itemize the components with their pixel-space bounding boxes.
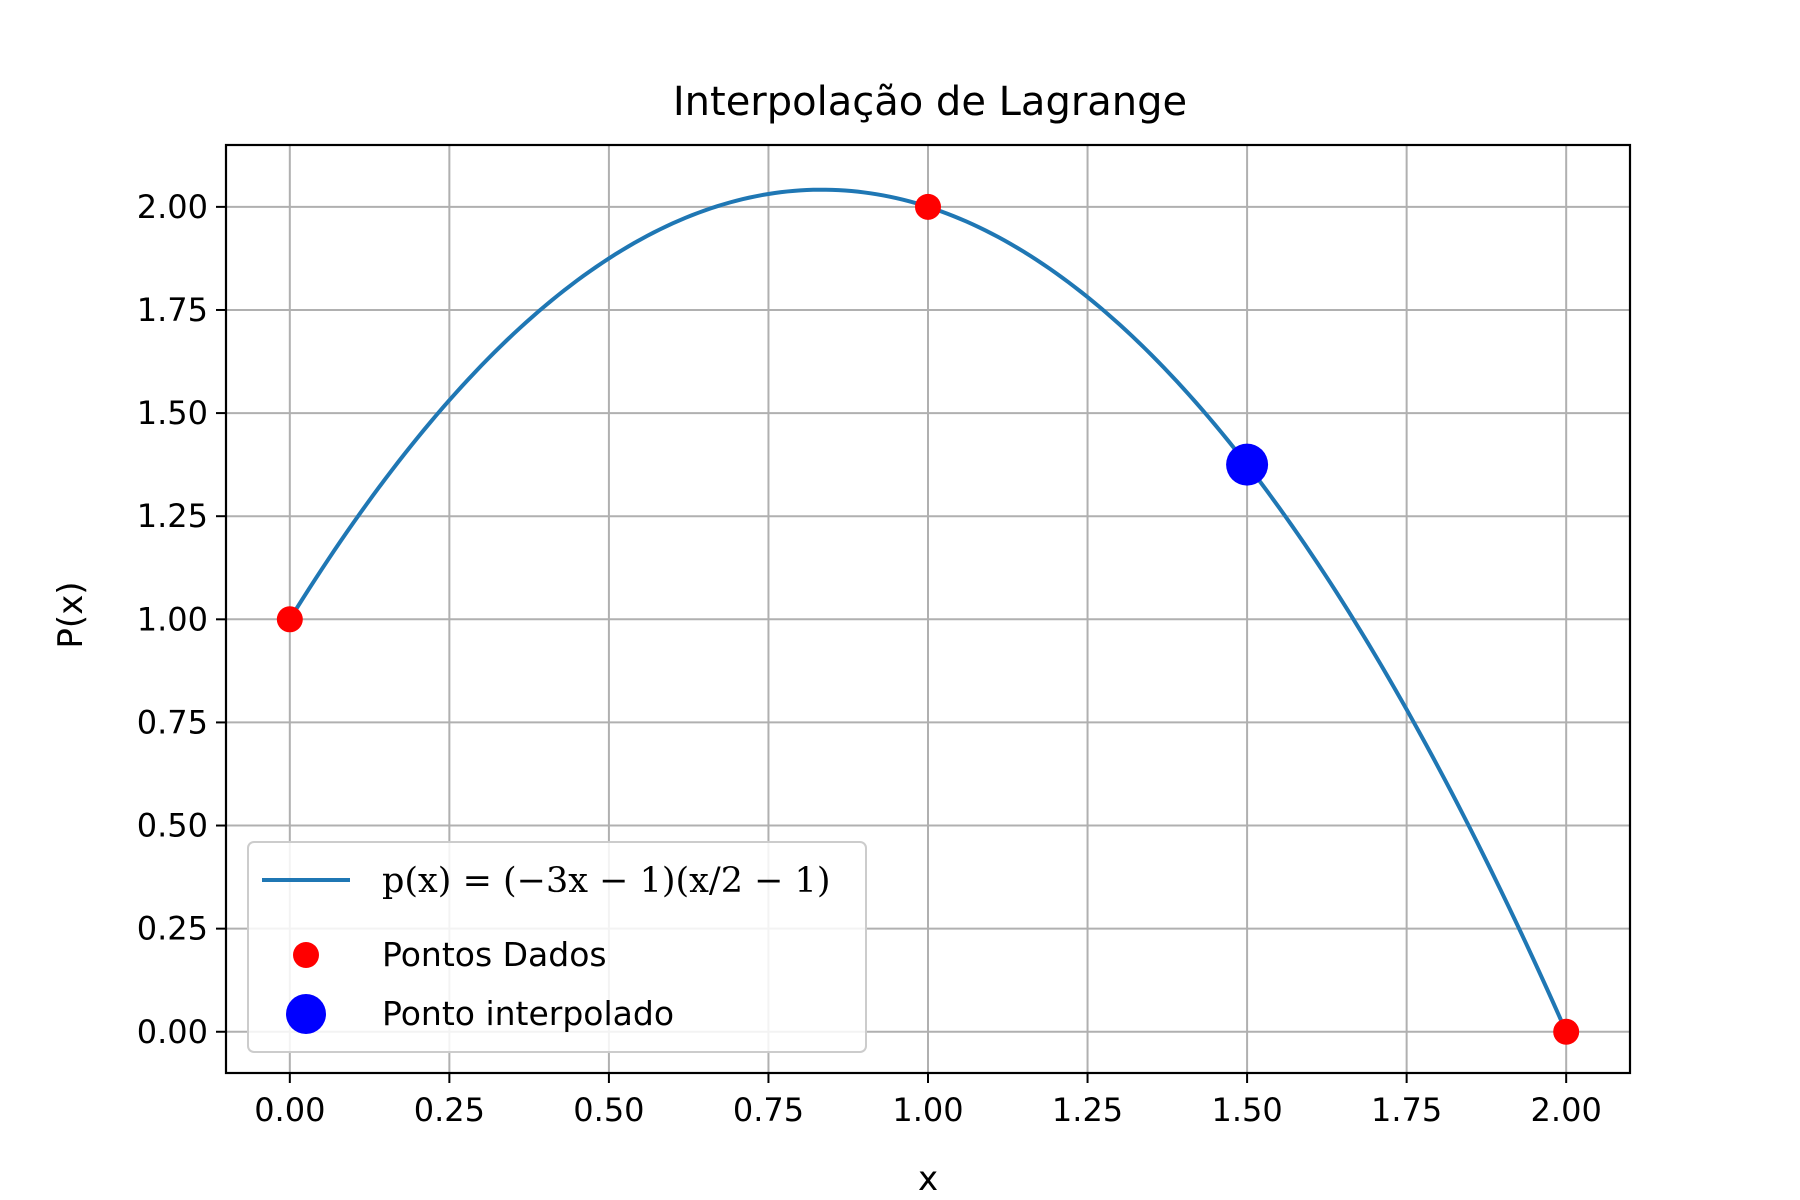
x-tick-label: 2.00 [1531, 1091, 1602, 1129]
x-tick-label: 0.00 [254, 1091, 325, 1129]
x-tick-label: 1.50 [1211, 1091, 1282, 1129]
plot-frame [224, 143, 1632, 1075]
y-axis-label: P(x) [51, 581, 91, 648]
interpolated-point [1226, 443, 1269, 486]
data-point [915, 193, 941, 220]
x-tick-label: 0.50 [573, 1091, 644, 1129]
x-tick-label: 0.25 [414, 1091, 485, 1129]
y-tick-label: 0.50 [137, 807, 208, 845]
legend-label-data-points: Pontos Dados [382, 935, 607, 974]
y-tick-label: 0.25 [137, 910, 208, 948]
data-point [1553, 1018, 1580, 1045]
x-tick-label: 1.75 [1371, 1091, 1442, 1129]
x-axis-label: x [918, 1159, 938, 1199]
x-tick-label: 0.75 [733, 1091, 804, 1129]
data-point [276, 606, 303, 633]
legend-marker-interpolated-point [286, 994, 326, 1034]
y-tick-label: 2.00 [137, 188, 208, 226]
legend-marker-data-points [293, 942, 319, 968]
y-tick-label: 1.50 [137, 394, 208, 432]
legend-entry-polynomial: p(x) = (−3x − 1)(x/2 − 1) [382, 861, 830, 901]
legend-box [247, 841, 867, 1053]
axis-ticks: 0.00 0.25 0.50 0.75 1.00 1.25 1.50 1.75 2.00 0.00… [137, 188, 1602, 1129]
y-tick-label: 1.00 [137, 600, 208, 638]
y-tick-label: 0.75 [137, 703, 208, 741]
plot-area [276, 187, 1580, 1045]
x-tick-label: 1.25 [1052, 1091, 1123, 1129]
x-tick-label: 1.00 [892, 1091, 963, 1129]
y-tick-label: 1.25 [137, 497, 208, 535]
legend-label-interpolated-point: Ponto interpolado [382, 994, 674, 1033]
y-tick-label: 1.75 [137, 291, 208, 329]
chart-title: Interpolação de Lagrange [673, 79, 1187, 125]
legend-label-polynomial: p(x) = (−3x − 1)(x/2 − 1) [382, 861, 830, 901]
y-tick-label: 0.00 [137, 1013, 208, 1051]
legend: p(x) = (−3x − 1)(x/2 − 1) Pontos Dados P… [247, 841, 867, 1053]
grid [226, 145, 1630, 1073]
